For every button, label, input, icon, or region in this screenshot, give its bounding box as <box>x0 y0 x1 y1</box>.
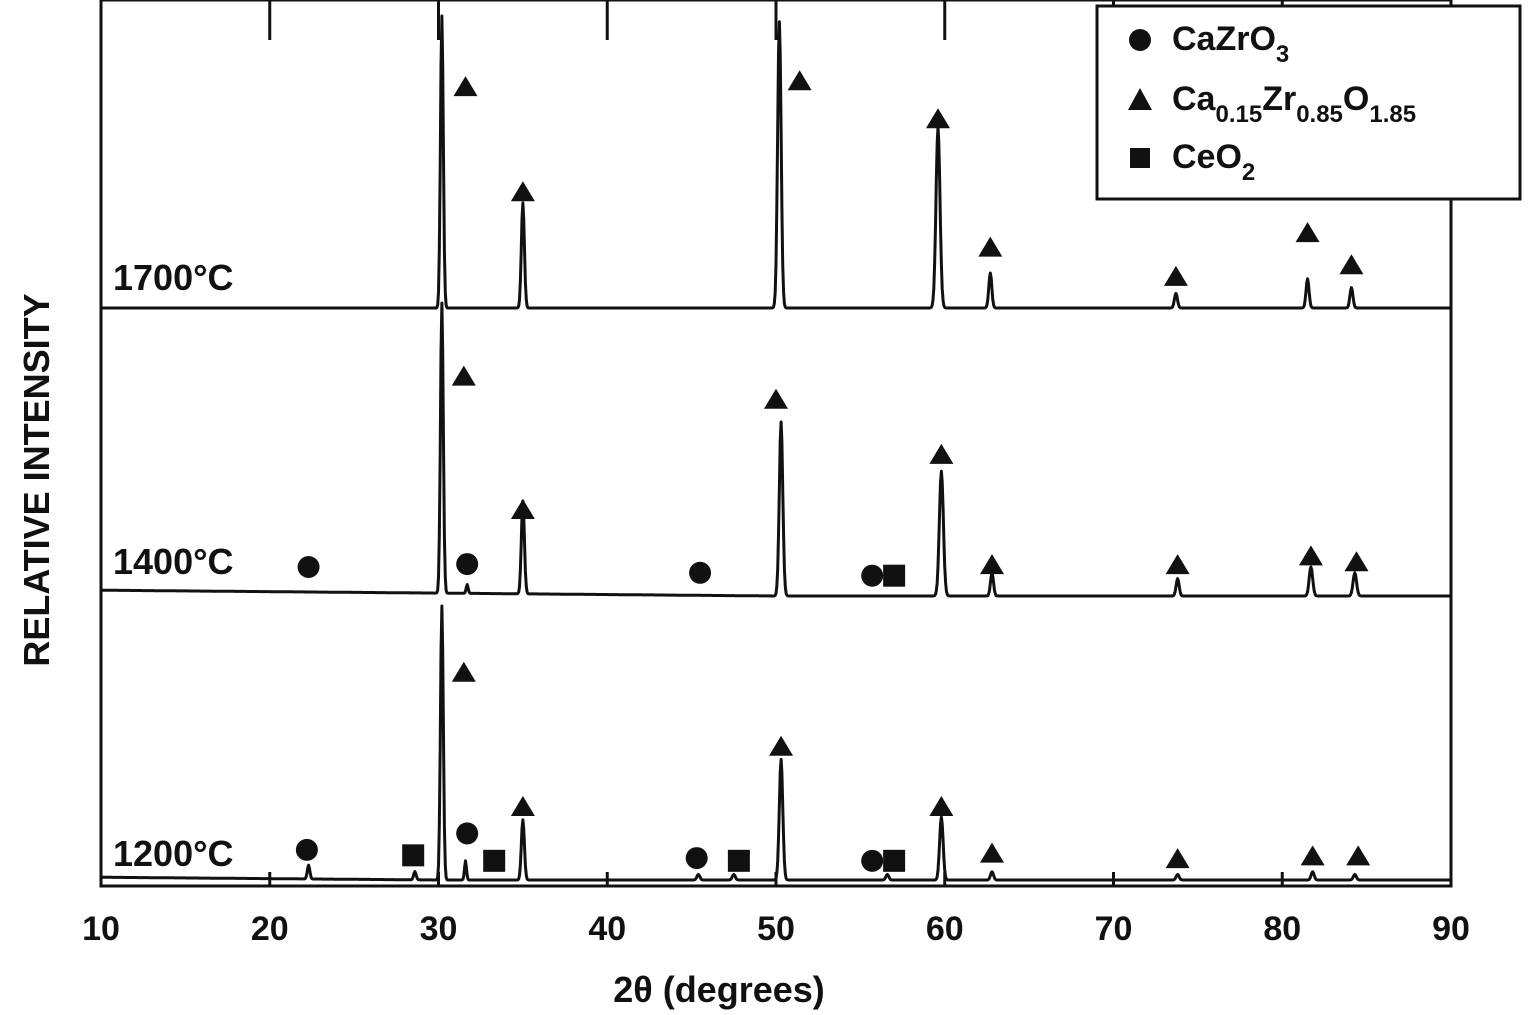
series-trace-1 <box>100 14 1452 310</box>
legend-label-subscript: 0.85 <box>1296 101 1343 128</box>
series-trace-2 <box>100 301 1452 598</box>
triangle-marker <box>510 499 535 519</box>
square-marker <box>483 849 506 872</box>
legend-label-text: O <box>1343 80 1369 118</box>
triangle-marker <box>1346 845 1371 866</box>
triangle-marker <box>980 842 1004 863</box>
triangle-marker <box>1163 265 1188 286</box>
legend-label-text: Ca <box>1172 80 1217 118</box>
triangle-marker <box>451 661 476 682</box>
square-marker <box>402 844 425 867</box>
triangle-marker <box>1300 845 1325 866</box>
square-marker <box>883 564 906 587</box>
x-axis-title: 2θ (degrees) <box>613 969 825 1010</box>
square-marker <box>727 849 750 872</box>
triangle-marker <box>929 443 954 464</box>
circle-marker <box>456 822 479 845</box>
x-tick-label: 30 <box>420 910 458 948</box>
triangle-marker <box>929 796 954 817</box>
x-tick-label: 40 <box>588 910 626 948</box>
legend-box <box>1095 4 1522 201</box>
x-tick-label: 70 <box>1095 910 1133 948</box>
series-label: 1200°C <box>113 833 233 874</box>
circle-marker <box>295 838 318 861</box>
triangle-marker <box>787 70 812 91</box>
x-axis-ticks: 10 20 30 40 50 60 70 80 90 <box>82 0 1470 948</box>
circle-marker <box>456 553 479 576</box>
triangle-marker <box>1339 254 1364 275</box>
triangle-marker <box>1165 554 1190 575</box>
circle-marker <box>685 847 708 870</box>
triangle-marker <box>1165 848 1190 869</box>
triangle-marker <box>453 76 478 97</box>
circle-marker <box>297 556 320 578</box>
x-tick-label: 20 <box>251 910 289 948</box>
triangle-marker <box>1295 222 1320 243</box>
phase-markers <box>295 70 1371 872</box>
square-marker <box>883 849 906 872</box>
legend-label: Ca0.15Zr0.85O1.85 <box>1172 80 1416 128</box>
legend-square-icon <box>1130 148 1150 168</box>
circle-marker <box>861 849 884 872</box>
triangle-marker <box>769 735 794 756</box>
legend-label-subscript: 3 <box>1276 41 1289 68</box>
triangle-marker <box>926 108 950 129</box>
x-tick-label: 10 <box>82 910 120 948</box>
triangle-marker <box>764 388 788 409</box>
x-tick-label: 50 <box>757 910 795 948</box>
triangle-marker <box>980 554 1004 575</box>
series-trace-3 <box>100 604 1452 882</box>
series-labels: 1700°C 1400°C 1200°C <box>113 257 233 874</box>
legend-label-subscript: 2 <box>1242 159 1255 186</box>
x-tick-label: 60 <box>926 910 964 948</box>
circle-marker <box>861 564 884 587</box>
legend-label-text: Zr <box>1262 80 1296 118</box>
series-label: 1400°C <box>113 541 233 582</box>
x-tick-label: 90 <box>1432 910 1470 948</box>
series-traces <box>100 14 1452 882</box>
legend-label-text: CaZrO <box>1172 20 1276 58</box>
legend-triangle-icon <box>1128 88 1152 110</box>
x-tick-label: 80 <box>1263 910 1301 948</box>
circle-marker <box>689 561 712 584</box>
legend-label-subscript: 1.85 <box>1369 101 1416 128</box>
triangle-marker <box>1298 545 1323 566</box>
triangle-marker <box>1344 551 1369 572</box>
triangle-marker <box>510 181 535 202</box>
legend-circle-icon <box>1129 29 1151 51</box>
legend-label-subscript: 0.15 <box>1215 101 1262 128</box>
legend-label-text: CeO <box>1172 138 1242 176</box>
triangle-marker <box>510 796 535 817</box>
series-label: 1700°C <box>113 257 233 298</box>
triangle-marker <box>451 365 476 386</box>
legend-label: CaZrO3 <box>1172 20 1289 68</box>
y-axis-title: RELATIVE INTENSITY <box>16 293 57 666</box>
triangle-marker <box>978 236 1003 257</box>
legend-label: CeO2 <box>1172 138 1255 186</box>
